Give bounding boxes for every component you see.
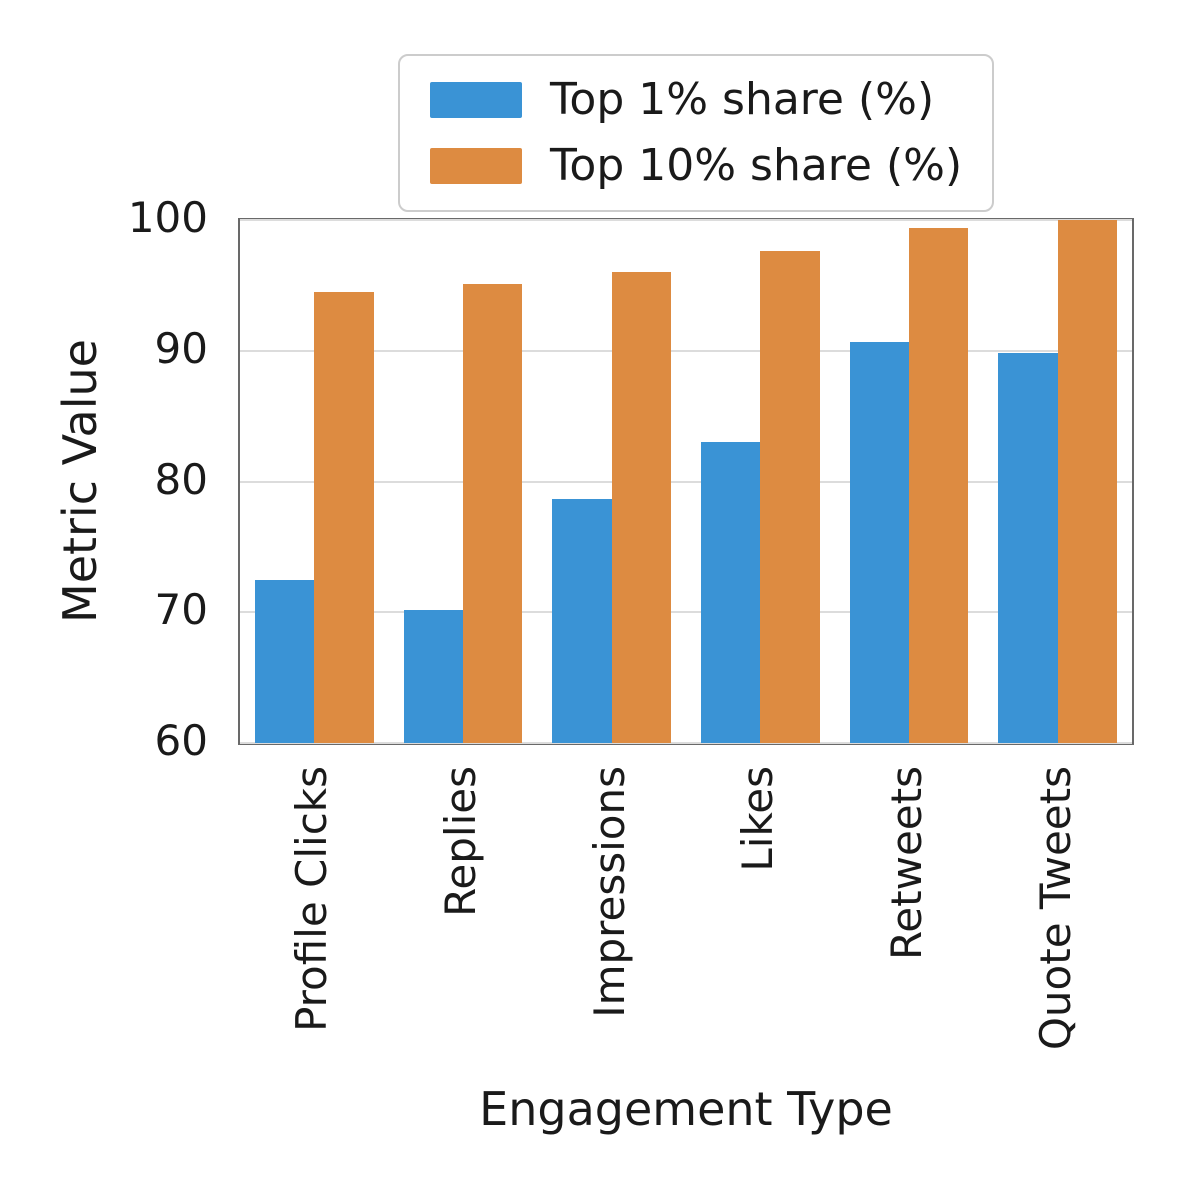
bar-top1 [849, 341, 909, 743]
gridline [240, 611, 1132, 614]
gridline [240, 349, 1132, 352]
y-tick-labels: 60 70 80 90 100 [0, 197, 222, 762]
bar-top1 [254, 579, 315, 743]
x-tick-label: Quote Tweets [1030, 766, 1080, 1051]
legend-swatch-top10 [430, 148, 522, 184]
bars-layer [240, 220, 1132, 743]
bar-top10 [1057, 220, 1118, 743]
x-tick-label: Profile Clicks [287, 766, 337, 1032]
legend-swatch-top1 [430, 82, 522, 118]
bar-top1 [552, 498, 612, 743]
plot-area [238, 218, 1134, 745]
legend: Top 1% share (%) Top 10% share (%) [398, 54, 995, 212]
legend-item-top1: Top 1% share (%) [430, 74, 962, 126]
bar-top10 [611, 272, 672, 743]
bar-top1 [403, 609, 463, 743]
grid-layer [240, 219, 1132, 744]
gridline [240, 480, 1132, 483]
gridline [240, 742, 1132, 744]
x-tick-label: Retweets [882, 766, 931, 960]
legend-item-top10: Top 10% share (%) [430, 140, 962, 192]
y-tick-label: 90 [154, 323, 208, 373]
bar-top10 [463, 284, 523, 743]
y-tick-label: 80 [154, 454, 208, 504]
x-axis-label: Engagement Type [479, 1082, 893, 1136]
x-tick-labels: Profile Clicks Replies Impressions Likes Ret… [238, 766, 1134, 1106]
bar-top1 [998, 353, 1058, 743]
y-tick-label: 60 [154, 716, 208, 765]
x-tick-label: Likes [733, 766, 783, 872]
bar-top1 [700, 442, 761, 743]
x-tick-label: Replies [436, 766, 485, 917]
x-tick-label: Impressions [584, 766, 634, 1018]
bar-top10 [760, 251, 820, 743]
y-tick-label: 100 [127, 193, 208, 242]
bar-top10 [314, 291, 374, 743]
gridline [240, 219, 1132, 221]
bar-top10 [909, 227, 969, 743]
legend-label-top10: Top 10% share (%) [550, 140, 963, 191]
y-tick-label: 70 [154, 585, 208, 635]
legend-label-top1: Top 1% share (%) [550, 74, 935, 125]
